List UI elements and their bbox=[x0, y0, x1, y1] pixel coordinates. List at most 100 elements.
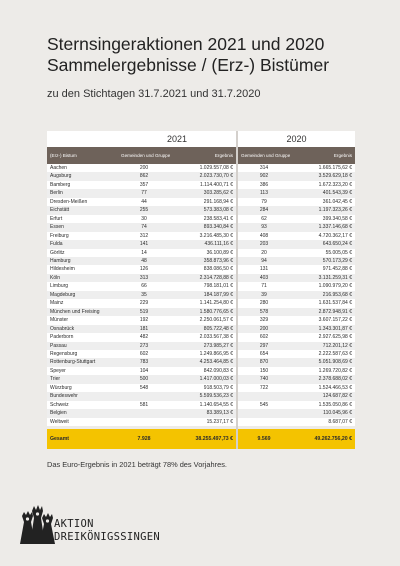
cell: 181 bbox=[118, 324, 170, 334]
cell: 408 bbox=[236, 231, 290, 241]
cell: Aachen bbox=[47, 164, 118, 173]
cell: 740 bbox=[236, 375, 290, 384]
cell: 1.631.537,84 € bbox=[290, 299, 355, 308]
year-header: 2020 bbox=[236, 131, 355, 147]
cell: 44 bbox=[118, 197, 170, 207]
cell: 2.314.728,88 € bbox=[170, 273, 237, 283]
cell: 386 bbox=[236, 180, 290, 190]
cell bbox=[118, 417, 170, 427]
cell: Limburg bbox=[47, 282, 118, 291]
cell: Essen bbox=[47, 223, 118, 232]
spacer-cell bbox=[47, 426, 118, 430]
cell: Freiburg bbox=[47, 231, 118, 241]
data-row: Münster 192 2.250.061,57 €329 3.607.157,22 … bbox=[47, 316, 355, 325]
cell: 255 bbox=[118, 206, 170, 215]
cell: Köln bbox=[47, 273, 118, 283]
cell: 1.269.720,82 € bbox=[290, 366, 355, 376]
data-row: Hamburg 48 358.873,96 €94 570.173,29 € bbox=[47, 256, 355, 266]
data-row: Rottenburg-Stuttgart 783 4.253.464,85 €870… bbox=[47, 358, 355, 367]
cell: 2.023.730,70 € bbox=[170, 172, 237, 181]
cell: 3.529.629,18 € bbox=[290, 172, 355, 181]
cell: 654 bbox=[236, 349, 290, 359]
cell: 403 bbox=[236, 273, 290, 283]
cell: Trier bbox=[47, 375, 118, 384]
cell: 5.599.536,23 € bbox=[170, 392, 237, 401]
data-row: Speyer 104 842.090,83 €150 1.269.720,82 € bbox=[47, 366, 355, 376]
cell: 893.340,84 € bbox=[170, 223, 237, 232]
data-row: Regensburg 602 1.249.866,95 €654 2.222.587,… bbox=[47, 349, 355, 359]
cell: 77 bbox=[118, 189, 170, 198]
cell: 4.720.362,17 € bbox=[290, 231, 355, 241]
cell: Rottenburg-Stuttgart bbox=[47, 358, 118, 367]
spacer-cell bbox=[290, 426, 355, 430]
data-row: Magdeburg 35 184.187,99 €39 216.953,68 € bbox=[47, 290, 355, 300]
cell: 357 bbox=[118, 180, 170, 190]
cell: 131 bbox=[236, 265, 290, 274]
data-row: Weltweit 15.237,17 € 8.687,07 € bbox=[47, 417, 355, 427]
cell: 2.378.688,02 € bbox=[290, 375, 355, 384]
cell: 2.872.948,91 € bbox=[290, 307, 355, 317]
cell: Hildesheim bbox=[47, 265, 118, 274]
cell: 918.503,79 € bbox=[170, 383, 237, 393]
cell: 722 bbox=[236, 383, 290, 393]
cell: 1.141.254,80 € bbox=[170, 299, 237, 308]
cell: Speyer bbox=[47, 366, 118, 376]
cell: 361.042,45 € bbox=[290, 197, 355, 207]
subtitle: zu den Stichtagen 31.7.2021 und 31.7.202… bbox=[47, 88, 261, 100]
cell: 303.285,62 € bbox=[170, 189, 237, 198]
cell: 570.173,29 € bbox=[290, 256, 355, 266]
cell: 273 bbox=[118, 341, 170, 350]
cell: 312 bbox=[118, 231, 170, 241]
data-row: Limburg 66 798.181,01 €71 1.090.979,20 € bbox=[47, 282, 355, 291]
data-row: Görlitz 14 36.100,89 €20 55.005,05 € bbox=[47, 248, 355, 257]
cell: München und Freising bbox=[47, 307, 118, 317]
total-cell: 38.255.497,73 € bbox=[170, 429, 237, 450]
data-row: Würzburg 548 918.503,79 €722 1.524.466,53 € bbox=[47, 383, 355, 393]
cell: 113 bbox=[236, 189, 290, 198]
cell: 280 bbox=[236, 299, 290, 308]
column-header: Ergebnis bbox=[290, 147, 355, 164]
cell bbox=[236, 409, 290, 418]
cell: 35 bbox=[118, 290, 170, 300]
cell: Fulda bbox=[47, 240, 118, 249]
cell: 291.168,94 € bbox=[170, 197, 237, 207]
cell: Dresden-Meißen bbox=[47, 197, 118, 207]
cell: Berlin bbox=[47, 189, 118, 198]
cell: 150 bbox=[236, 366, 290, 376]
cell: 66 bbox=[118, 282, 170, 291]
data-row: Belgien 83.389,13 € 110.045,96 € bbox=[47, 409, 355, 418]
title-line: Sternsingeraktionen 2021 und 2020 bbox=[47, 34, 325, 54]
data-row: Aachen 200 1.029.557,08 €314 1.665.175,62 € bbox=[47, 164, 355, 173]
cell: 30 bbox=[118, 214, 170, 224]
year-header: 2021 bbox=[118, 131, 237, 147]
results-table: 2021 2020 (Erz-) Bistum Gemeinden und Grupp… bbox=[47, 131, 355, 450]
cell: 712.201,12 € bbox=[290, 341, 355, 350]
cell: Münster bbox=[47, 316, 118, 325]
cell: 870 bbox=[236, 358, 290, 367]
data-row: Osnabrück 181 805.722,48 €200 1.343.301,87 … bbox=[47, 324, 355, 334]
column-header-row: (Erz-) Bistum Gemeinden und Gruppen Ergebn… bbox=[47, 147, 355, 164]
year-row: 2021 2020 bbox=[47, 131, 355, 147]
cell: 436.111,16 € bbox=[170, 240, 237, 249]
cell: 573.383,08 € bbox=[170, 206, 237, 215]
data-row: Bundeswehr 5.599.536,23 € 124.687,82 € bbox=[47, 392, 355, 401]
data-row: Mainz 229 1.141.254,80 €280 1.631.537,84 € bbox=[47, 299, 355, 308]
cell bbox=[118, 392, 170, 401]
cell: 1.343.301,87 € bbox=[290, 324, 355, 334]
cell: 783 bbox=[118, 358, 170, 367]
data-row: Fulda 141 436.111,16 €203 643.650,24 € bbox=[47, 240, 355, 249]
cell: Osnabrück bbox=[47, 324, 118, 334]
column-header: Gemeinden und Gruppen bbox=[236, 147, 290, 164]
cell: 602 bbox=[236, 333, 290, 342]
cell: Regensburg bbox=[47, 349, 118, 359]
cell: 216.953,68 € bbox=[290, 290, 355, 300]
cell: Mainz bbox=[47, 299, 118, 308]
cell: 200 bbox=[236, 324, 290, 334]
cell: Hamburg bbox=[47, 256, 118, 266]
cell: Paderborn bbox=[47, 333, 118, 342]
spacer-cell bbox=[118, 426, 170, 430]
cell: 399.340,58 € bbox=[290, 214, 355, 224]
cell: 578 bbox=[236, 307, 290, 317]
data-row: Augsburg 862 2.023.730,70 €902 3.529.629,18… bbox=[47, 172, 355, 181]
